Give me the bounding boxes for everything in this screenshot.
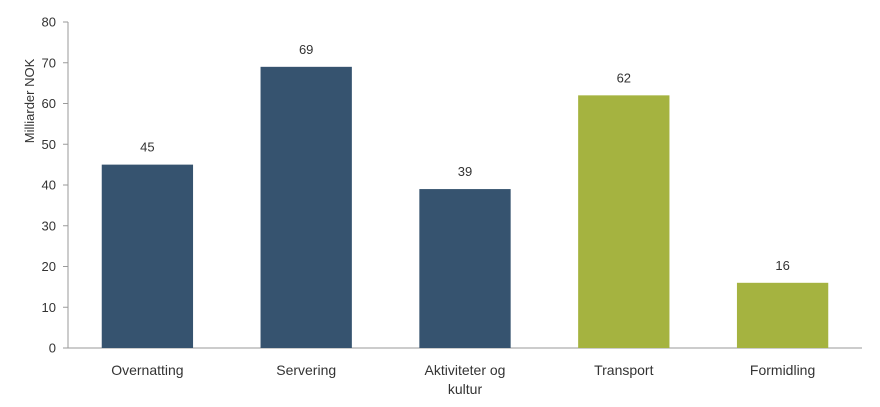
data-label: 45 (140, 140, 154, 155)
bars (101, 66, 829, 348)
data-labels: 45 69 39 62 16 (140, 42, 790, 273)
bar (736, 282, 829, 348)
bar (419, 189, 511, 348)
y-tick-label: 10 (42, 300, 56, 315)
y-tick-label: 20 (42, 259, 56, 274)
bar (101, 164, 194, 348)
y-tick-label: 30 (42, 218, 56, 233)
category-label: Servering (276, 362, 336, 378)
y-tick-label: 50 (42, 137, 56, 152)
bar (578, 95, 670, 348)
category-label: Formidling (750, 362, 815, 378)
y-tick-label: 60 (42, 96, 56, 111)
category-labels: Overnatting Servering Aktiviteter og kultur… (111, 362, 815, 397)
y-tick-label: 70 (42, 55, 56, 70)
data-label: 39 (458, 164, 472, 179)
y-tick-label: 80 (42, 15, 56, 30)
bar (260, 66, 352, 348)
data-label: 69 (299, 42, 313, 57)
y-axis: 0 10 20 30 40 50 60 70 80 (42, 15, 69, 356)
y-tick-label: 0 (49, 341, 56, 356)
category-label: Aktiviteter og kultur (425, 362, 506, 397)
category-label: Transport (594, 362, 654, 378)
category-label: Overnatting (111, 362, 183, 378)
y-tick-label: 40 (42, 178, 56, 193)
data-label: 16 (775, 258, 789, 273)
y-axis-label: Milliarder NOK (22, 58, 37, 143)
data-label: 62 (617, 70, 631, 85)
